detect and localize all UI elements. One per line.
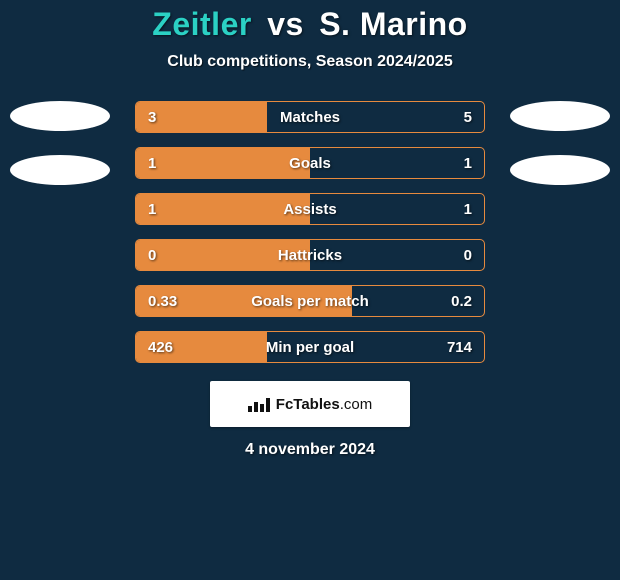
logo-chart-icon	[248, 396, 270, 412]
stat-value-left: 426	[148, 339, 188, 356]
row-text: 3Matches5	[136, 102, 484, 132]
player2-avatar-secondary	[510, 155, 610, 185]
stat-value-right: 5	[432, 109, 472, 126]
logo-tld: .com	[340, 396, 373, 413]
stat-value-left: 1	[148, 155, 188, 172]
stat-label: Hattricks	[188, 247, 432, 264]
stat-row: 0Hattricks0	[135, 239, 485, 271]
player2-avatar	[510, 101, 610, 131]
player1-avatar	[10, 101, 110, 131]
row-text: 0Hattricks0	[136, 240, 484, 270]
row-text: 426Min per goal714	[136, 332, 484, 362]
stat-value-left: 0	[148, 247, 188, 264]
stat-label: Goals per match	[188, 293, 432, 310]
stat-row: 1Assists1	[135, 193, 485, 225]
stat-label: Min per goal	[188, 339, 432, 356]
infographic: Zeitler vs S. Marino Club competitions, …	[0, 0, 620, 580]
stat-value-left: 3	[148, 109, 188, 126]
row-text: 0.33Goals per match0.2	[136, 286, 484, 316]
player1-avatar-secondary	[10, 155, 110, 185]
player1-name: Zeitler	[152, 6, 252, 42]
stat-value-right: 1	[432, 201, 472, 218]
date: 4 november 2024	[245, 441, 375, 459]
logo-brand: FcTables	[276, 396, 340, 413]
stat-value-right: 1	[432, 155, 472, 172]
player2-name: S. Marino	[319, 6, 468, 42]
stat-row: 1Goals1	[135, 147, 485, 179]
stat-label: Matches	[188, 109, 432, 126]
row-text: 1Assists1	[136, 194, 484, 224]
stat-row: 3Matches5	[135, 101, 485, 133]
stat-value-right: 0.2	[432, 293, 472, 310]
subtitle: Club competitions, Season 2024/2025	[167, 53, 452, 71]
row-text: 1Goals1	[136, 148, 484, 178]
logo-text: FcTables.com	[276, 396, 372, 413]
stat-value-left: 1	[148, 201, 188, 218]
stat-label: Assists	[188, 201, 432, 218]
vs-label: vs	[261, 6, 310, 42]
stat-label: Goals	[188, 155, 432, 172]
stat-value-left: 0.33	[148, 293, 188, 310]
stat-row: 426Min per goal714	[135, 331, 485, 363]
stat-value-right: 714	[432, 339, 472, 356]
stat-row: 0.33Goals per match0.2	[135, 285, 485, 317]
page-title: Zeitler vs S. Marino	[152, 6, 467, 43]
logo: FcTables.com	[210, 381, 410, 427]
stat-value-right: 0	[432, 247, 472, 264]
stats-section: 3Matches51Goals11Assists10Hattricks00.33…	[0, 101, 620, 363]
stat-rows: 3Matches51Goals11Assists10Hattricks00.33…	[135, 101, 485, 363]
